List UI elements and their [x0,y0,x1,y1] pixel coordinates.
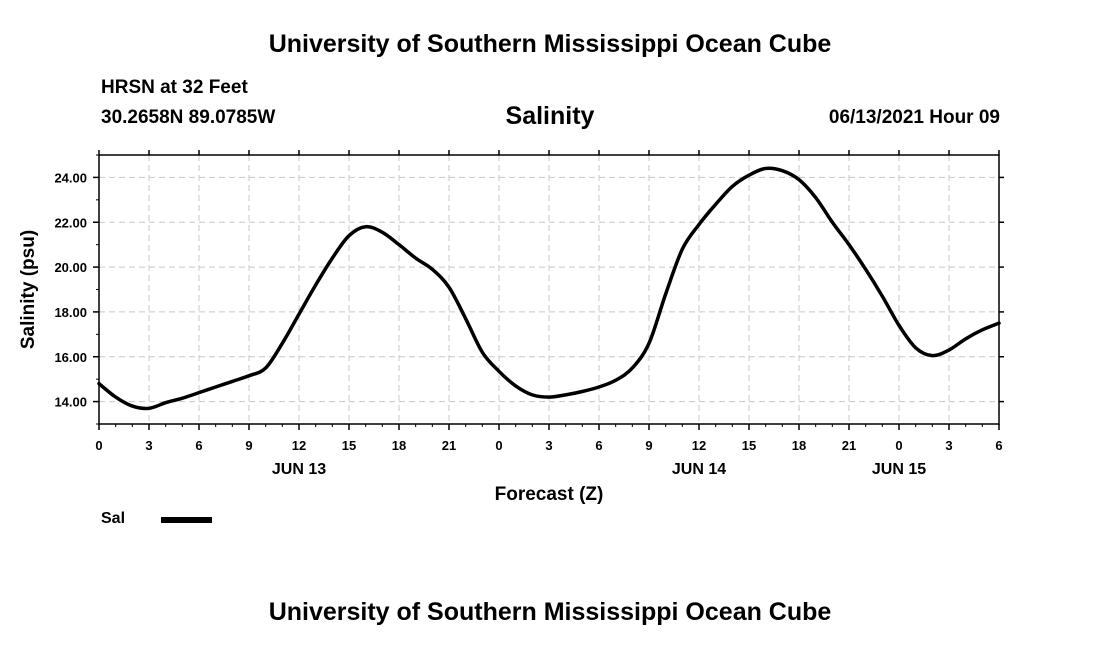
date-label: JUN 15 [872,461,926,478]
legend-label: Sal [101,510,126,527]
x-tick-label: 0 [895,438,902,453]
ticks [93,150,1004,430]
x-tick-label: 0 [95,438,102,453]
series-line-sal [97,166,1001,411]
tick-labels: 0 3 6 9 12 15 18 21 0 3 6 9 12 15 18 21 0 3 6 14.00 16.00 18.… [54,170,1002,478]
x-tick-label: 18 [792,438,806,453]
x-axis-label: Forecast (Z) [495,484,604,505]
x-tick-label: 3 [145,438,152,453]
x-tick-label: 9 [645,438,652,453]
x-tick-label: 9 [245,438,252,453]
y-tick-label: 22.00 [54,215,87,230]
x-tick-label: 3 [945,438,952,453]
x-tick-label: 6 [595,438,602,453]
y-tick-label: 16.00 [54,350,87,365]
x-tick-label: 12 [692,438,706,453]
x-tick-label: 0 [495,438,502,453]
chart-title: Salinity [505,102,595,130]
y-tick-label: 20.00 [54,260,87,275]
date-label: JUN 14 [672,461,726,478]
station-name: HRSN at 32 Feet [101,77,248,98]
y-tick-label: 18.00 [54,305,87,320]
x-tick-label: 18 [392,438,406,453]
station-coordinates: 30.2658N 89.0785W [101,107,276,128]
x-tick-label: 3 [545,438,552,453]
page-title: University of Southern Mississippi Ocean… [268,30,832,58]
x-tick-label: 15 [742,438,756,453]
forecast-run-time: 06/13/2021 Hour 09 [828,107,1000,128]
x-tick-label: 21 [842,438,856,453]
x-tick-label: 15 [342,438,356,453]
x-tick-label: 21 [442,438,456,453]
x-tick-label: 12 [292,438,306,453]
y-axis-label: Salinity (psu) [18,230,39,349]
series-layer [97,166,1001,411]
x-tick-label: 6 [195,438,202,453]
footer-title: University of Southern Mississippi Ocean… [268,598,832,626]
y-tick-label: 24.00 [54,170,87,185]
grid [99,155,999,424]
y-tick-label: 14.00 [54,395,87,410]
date-label: JUN 13 [272,461,326,478]
x-tick-label: 6 [995,438,1002,453]
legend-line-swatch [161,517,212,523]
